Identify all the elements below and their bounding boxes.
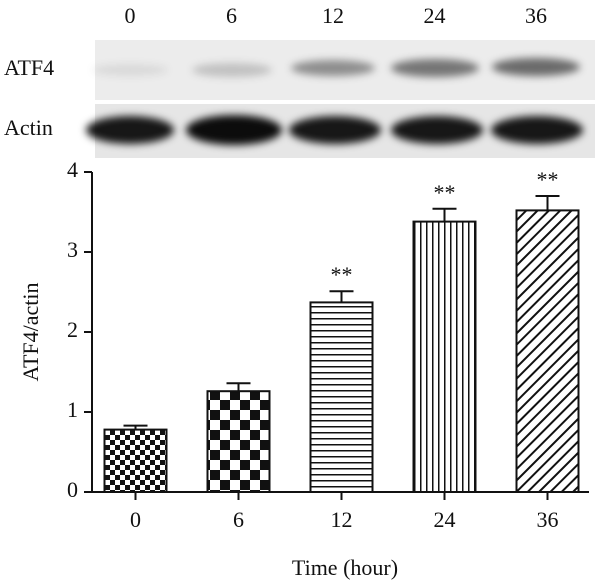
bar: [412, 220, 477, 493]
lane-label: 12: [322, 3, 344, 28]
lane-label: 0: [125, 3, 136, 28]
y-axis-label: ATF4/actin: [18, 283, 43, 382]
significance-label: **: [537, 167, 559, 192]
y-tick-label: 3: [67, 237, 78, 262]
y-tick-label: 2: [67, 317, 78, 342]
bar: [103, 428, 168, 494]
bar: [515, 209, 580, 493]
x-tick-label: 36: [537, 507, 559, 532]
lane-label: 24: [424, 3, 446, 28]
significance-label: **: [434, 180, 456, 205]
blot-row-label: ATF4: [4, 55, 54, 80]
significance-label: **: [331, 262, 353, 287]
lane-label: 6: [226, 3, 237, 28]
x-tick-label: 12: [331, 507, 353, 532]
bands: [86, 58, 583, 145]
bar: [309, 301, 374, 493]
x-tick-label: 0: [130, 507, 141, 532]
lane-label: 36: [525, 3, 547, 28]
western-blot: ATF4 Actin: [4, 40, 595, 158]
x-axis-label: Time (hour): [292, 555, 398, 580]
y-tick-label: 1: [67, 397, 78, 422]
blot-row-label: Actin: [4, 115, 53, 140]
bar: [206, 390, 271, 494]
y-tick-label: 4: [67, 157, 78, 182]
x-tick-label: 24: [434, 507, 456, 532]
x-tick-label: 6: [233, 507, 244, 532]
y-tick-label: 0: [67, 477, 78, 502]
